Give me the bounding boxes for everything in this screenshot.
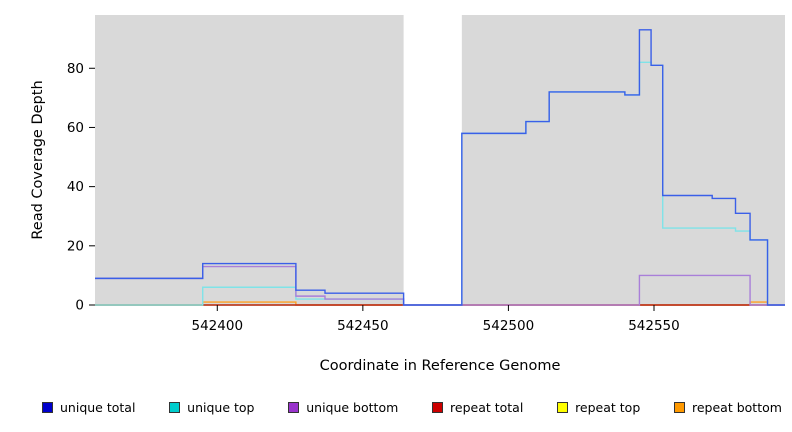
x-tick-label: 542550 [628, 318, 680, 334]
no-data-band [403, 15, 462, 305]
y-axis-label: Read Coverage Depth [30, 80, 46, 240]
legend-swatch [42, 402, 53, 413]
legend-label: repeat bottom [692, 400, 782, 415]
x-tick-label: 542500 [483, 318, 535, 334]
legend-label: unique total [60, 400, 136, 415]
y-tick-label: 0 [75, 298, 84, 314]
series-unique-total [95, 29, 785, 306]
x-axis-label: Coordinate in Reference Genome [319, 358, 561, 374]
y-tick-label: 20 [67, 238, 84, 254]
legend-item-repeat-total: repeat total [432, 400, 523, 415]
legend-label: repeat total [450, 400, 524, 415]
legend-label: unique top [187, 400, 255, 415]
legend: unique total unique top unique bottom repea… [42, 400, 782, 415]
legend-swatch [432, 402, 444, 413]
x-tick-label: 542400 [192, 318, 244, 334]
x-tick-label: 542450 [337, 318, 389, 334]
series-unique-bottom [95, 265, 785, 306]
legend-item-unique-top: unique top [169, 400, 254, 415]
y-tick-label: 60 [67, 120, 84, 136]
legend-item-unique-bottom: unique bottom [288, 400, 398, 415]
legend-swatch [674, 402, 685, 413]
legend-swatch [557, 402, 569, 413]
legend-swatch [169, 402, 181, 413]
y-tick-label: 80 [67, 61, 84, 77]
legend-swatch [288, 402, 300, 413]
legend-label: unique bottom [306, 400, 399, 415]
plot-area: 542400 542450 542500 542550 0 20 40 60 80 [67, 15, 785, 334]
y-tick-label: 40 [67, 179, 84, 195]
legend-item-repeat-bottom: repeat bottom [674, 400, 782, 415]
legend-item-unique-total: unique total [42, 400, 135, 415]
legend-item-repeat-top: repeat top [557, 400, 640, 415]
legend-label: repeat top [575, 400, 641, 415]
